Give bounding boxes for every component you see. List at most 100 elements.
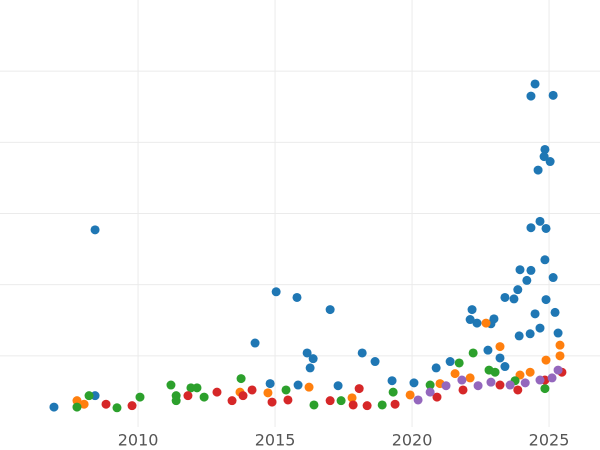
scatter-point <box>283 395 293 405</box>
scatter-point <box>308 354 318 364</box>
scatter-point <box>247 385 257 395</box>
scatter-point <box>539 152 549 162</box>
scatter-point <box>445 357 455 367</box>
scatter-point <box>535 323 545 333</box>
scatter-point <box>457 375 467 385</box>
scatter-point <box>101 399 111 409</box>
scatter-point <box>495 380 505 390</box>
scatter-point <box>325 396 335 406</box>
scatter-point <box>79 399 89 409</box>
scatter-point <box>333 381 343 391</box>
scatter-point <box>425 380 435 390</box>
scatter-point <box>183 391 193 401</box>
scatter-point <box>450 369 460 379</box>
scatter-point <box>212 387 222 397</box>
scatter-point <box>348 400 358 410</box>
scatter-point <box>553 365 563 375</box>
scatter-point <box>199 392 209 402</box>
scatter-point <box>495 342 505 352</box>
scatter-point <box>514 331 524 341</box>
scatter-point <box>112 403 122 413</box>
scatter-point <box>505 380 515 390</box>
scatter-point <box>90 225 100 235</box>
scatter-point <box>454 358 464 368</box>
scatter-point <box>548 273 558 283</box>
scatter-point <box>72 402 82 412</box>
scatter-point <box>227 396 237 406</box>
scatter-point <box>535 375 545 385</box>
scatter-point <box>535 216 545 226</box>
scatter-point <box>526 223 536 233</box>
x-tick-label: 2020 <box>392 431 433 450</box>
scatter-point <box>550 307 560 317</box>
scatter-point <box>525 329 535 339</box>
scatter-point <box>171 396 181 406</box>
scatter-point <box>441 381 451 391</box>
scatter-point <box>354 384 364 394</box>
scatter-point <box>513 285 523 295</box>
scatter-point <box>292 292 302 302</box>
scatter-point <box>522 275 532 285</box>
scatter-point <box>267 397 277 407</box>
scatter-point <box>468 348 478 358</box>
x-tick-label: 2010 <box>118 431 159 450</box>
scatter-point <box>135 392 145 402</box>
scatter-point <box>473 381 483 391</box>
scatter-point <box>533 165 543 175</box>
scatter-point <box>336 396 346 406</box>
scatter-point <box>72 396 82 406</box>
scatter-point <box>84 391 94 401</box>
scatter-point <box>425 387 435 397</box>
scatter-point <box>388 387 398 397</box>
scatter-point <box>530 309 540 319</box>
scatter-point <box>432 392 442 402</box>
scatter-point <box>545 157 555 167</box>
scatter-point <box>265 379 275 389</box>
scatter-point <box>281 385 291 395</box>
scatter-point <box>192 383 202 393</box>
x-tick-label: 2015 <box>255 431 296 450</box>
scatter-point <box>236 374 246 384</box>
scatter-point <box>409 378 419 388</box>
scatter-point <box>495 353 505 363</box>
scatter-point <box>250 338 260 348</box>
scatter-point <box>127 401 137 411</box>
scatter-point <box>500 292 510 302</box>
scatter-point <box>520 378 530 388</box>
scatter-point <box>309 400 319 410</box>
scatter-point <box>325 305 335 315</box>
scatter-point <box>486 377 496 387</box>
scatter-point <box>541 355 551 365</box>
scatter-point <box>548 90 558 100</box>
x-tick-label: 2025 <box>529 431 570 450</box>
scatter-point <box>271 287 281 297</box>
scatter-point <box>49 402 59 412</box>
scatter-point <box>472 318 482 328</box>
scatter-point <box>467 305 477 315</box>
scatter-point <box>484 365 494 375</box>
scatter-point <box>526 265 536 275</box>
scatter-point <box>547 373 557 383</box>
scatter-point <box>362 401 372 411</box>
scatter-point <box>465 373 475 383</box>
scatter-point <box>238 391 248 401</box>
scatter-point <box>166 380 176 390</box>
scatter-point <box>553 328 563 338</box>
scatter-point <box>263 388 273 398</box>
scatter-point <box>305 363 315 373</box>
scatter-point <box>347 393 357 403</box>
scatter-point <box>541 295 551 305</box>
scatter-point <box>405 390 415 400</box>
scatter-point <box>481 318 491 328</box>
scatter-point <box>540 384 550 394</box>
scatter-point <box>465 315 475 325</box>
scatter-point <box>540 255 550 265</box>
scatter-point <box>513 385 523 395</box>
scatter-point <box>458 385 468 395</box>
scatter-point <box>293 380 303 390</box>
scatter-point <box>541 223 551 233</box>
scatter-point <box>390 399 400 409</box>
scatter-point <box>515 265 525 275</box>
scatter-point <box>500 362 510 372</box>
